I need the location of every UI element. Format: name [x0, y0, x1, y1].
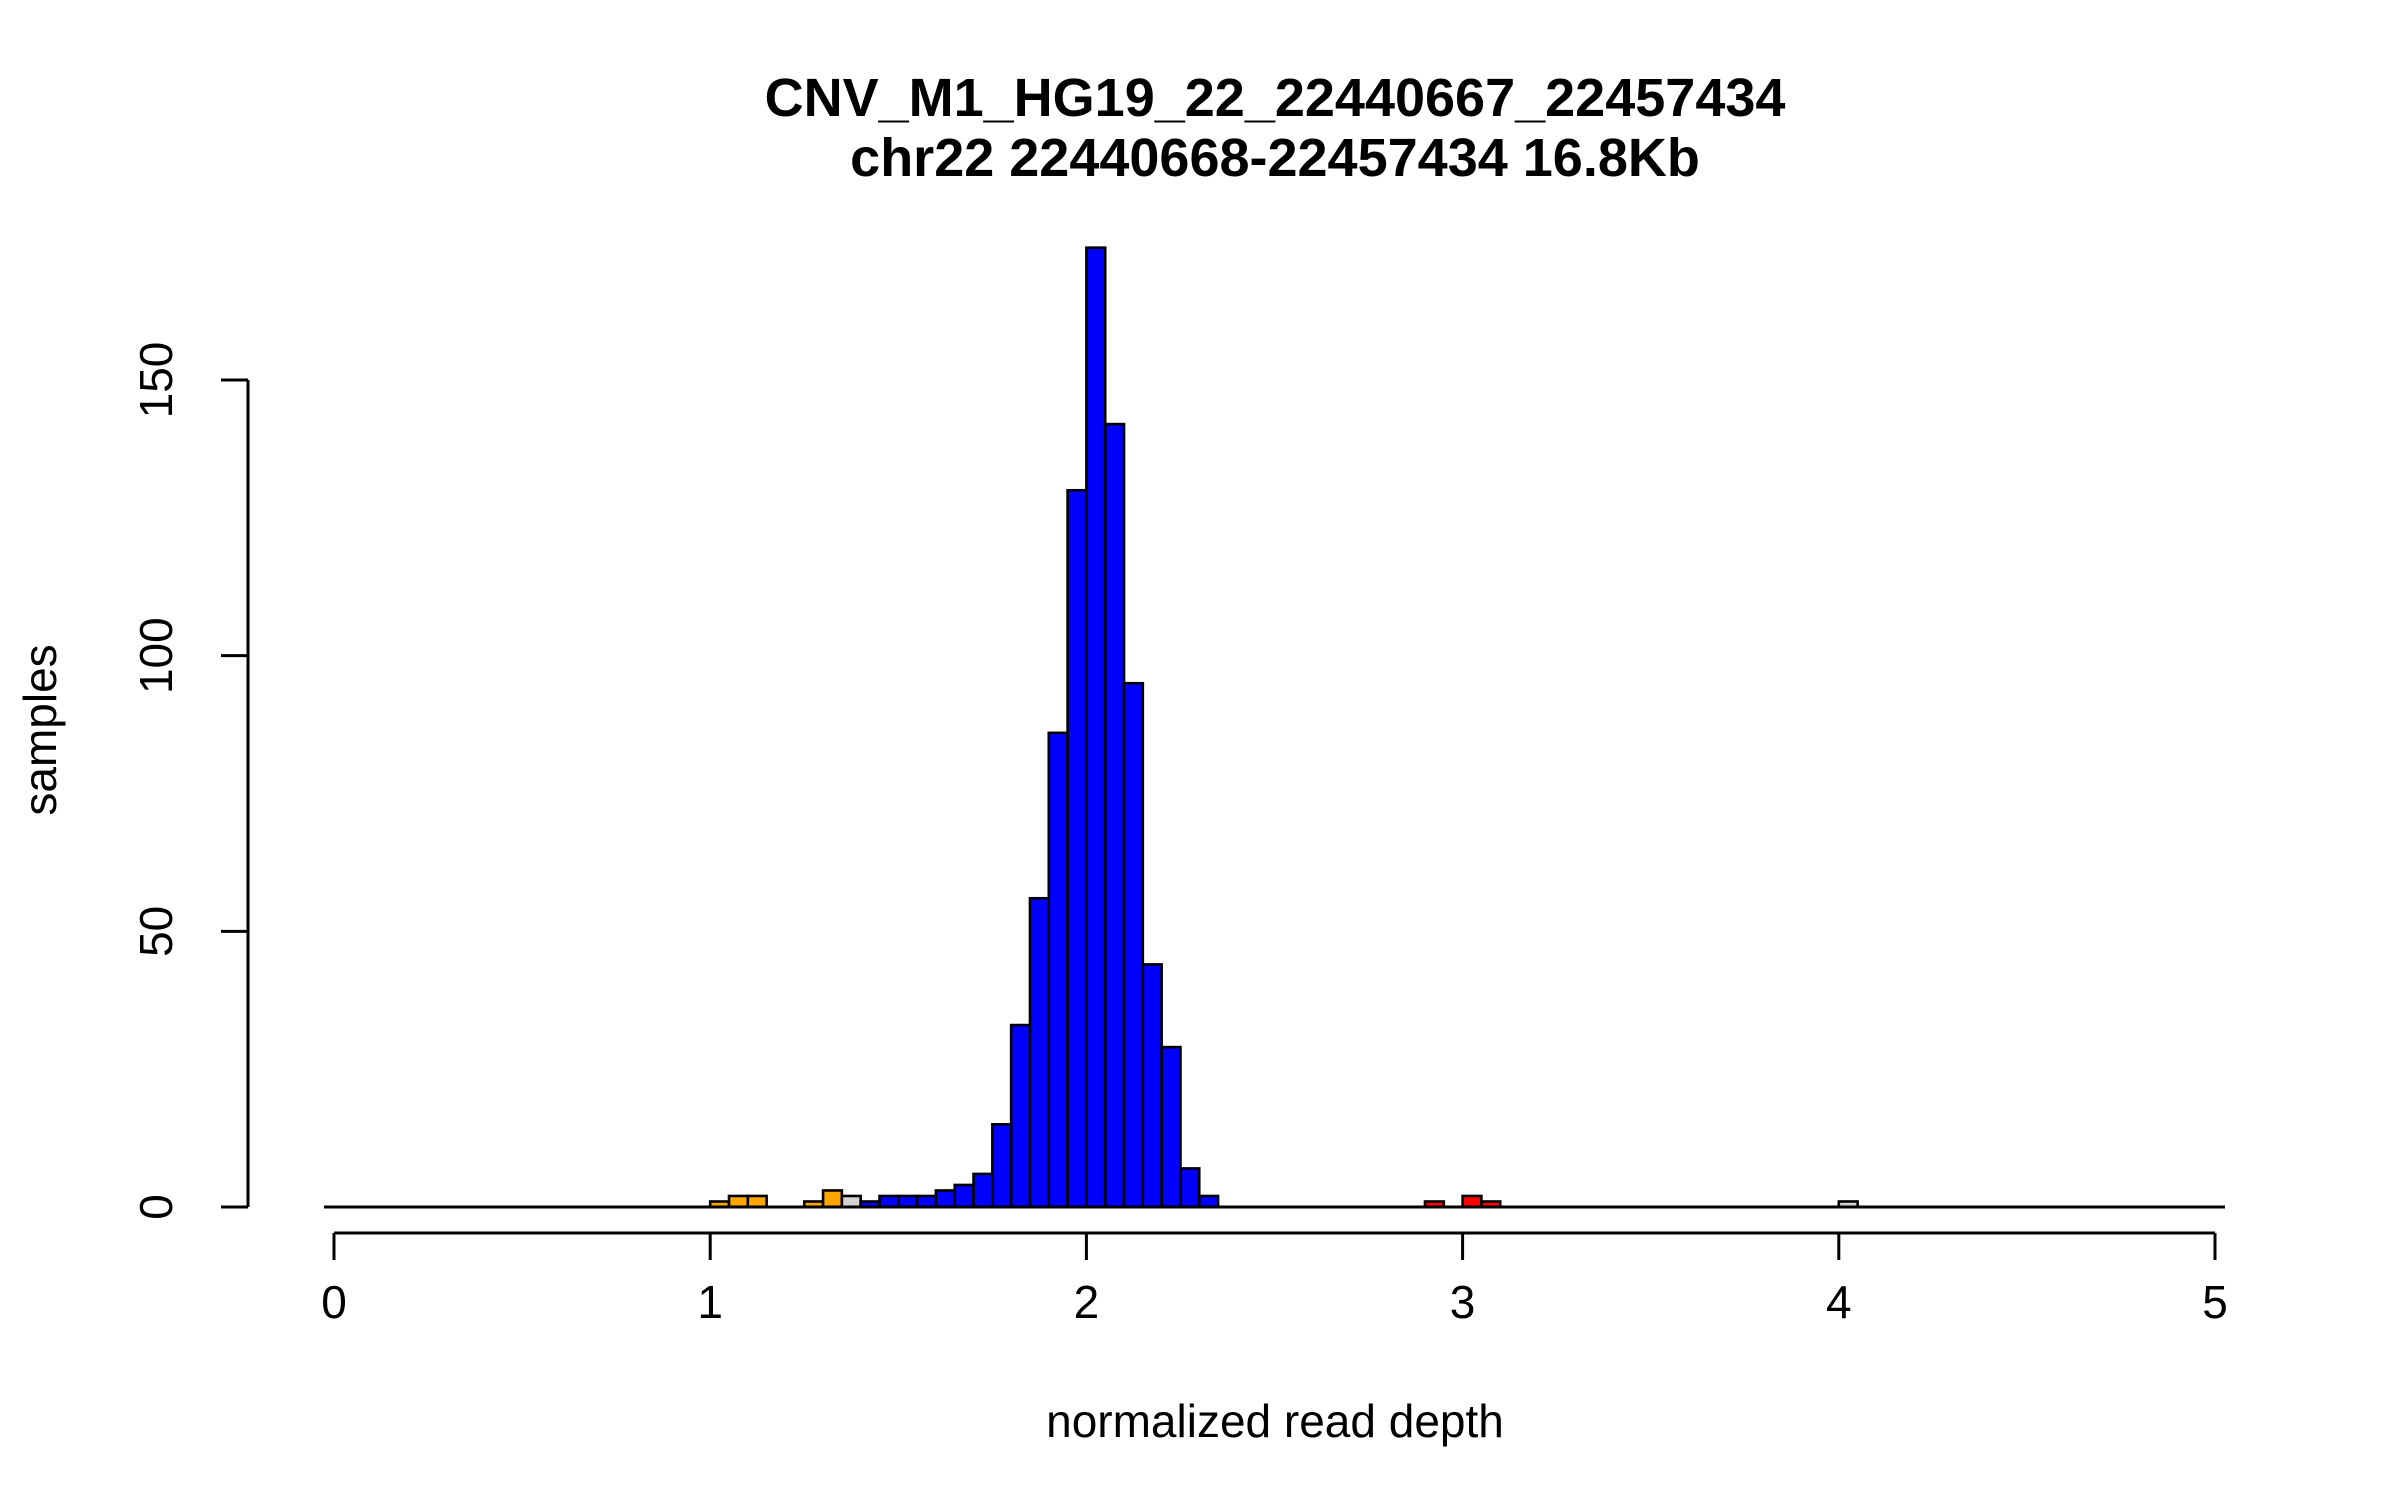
x-axis: 0 1 2 3 4 5 [321, 1231, 2228, 1328]
x-axis-label: normalized read depth [1046, 1395, 1504, 1447]
histogram-bar-14 [1009, 1023, 1032, 1209]
y-axis-label: samples [14, 644, 66, 815]
histogram-bar-1 [727, 1194, 750, 1209]
histogram-bar-13 [991, 1123, 1013, 1209]
histogram-bar-7 [878, 1194, 900, 1209]
histogram-bar-24 [1197, 1194, 1220, 1209]
histogram-bar-15 [1028, 896, 1051, 1209]
chart-subtitle: chr22 22440668-22457434 16.8Kb [850, 128, 1700, 188]
x-tick-label-2: 2 [1074, 1276, 1100, 1328]
histogram-bar-17 [1066, 488, 1088, 1209]
x-tick-label-1: 1 [697, 1276, 723, 1328]
histogram-bar-12 [972, 1172, 994, 1209]
histogram-bar-20 [1122, 681, 1145, 1209]
y-tick-label-3: 150 [130, 342, 182, 419]
histogram-bar-4 [821, 1189, 844, 1209]
y-tick-label-1: 50 [130, 906, 182, 957]
histogram-bar-21 [1141, 963, 1163, 1209]
histogram-bar-19 [1103, 422, 1126, 1209]
histogram-bar-16 [1047, 731, 1069, 1209]
y-tick-label-2: 100 [130, 617, 182, 694]
histogram-bar-9 [915, 1194, 938, 1209]
histogram-bar-11 [953, 1183, 975, 1209]
histogram-bar-26 [1461, 1194, 1483, 1209]
histogram-bar-5 [840, 1194, 862, 1209]
x-tick-label-4: 4 [1826, 1276, 1852, 1328]
chart-title: CNV_M1_HG19_22_22440667_22457434 [765, 68, 1786, 128]
x-tick-label-3: 3 [1450, 1276, 1476, 1328]
histogram-bar-2 [746, 1194, 768, 1209]
histogram-bar-8 [896, 1194, 919, 1209]
x-tick-label-5: 5 [2202, 1276, 2228, 1328]
histogram-bar-10 [934, 1189, 957, 1209]
histogram-bars [708, 246, 1859, 1209]
histogram-bar-23 [1179, 1167, 1201, 1209]
y-axis: 0 50 100 150 [130, 342, 250, 1220]
x-tick-label-0: 0 [321, 1276, 347, 1328]
histogram-bar-22 [1160, 1045, 1182, 1209]
histogram-bar-18 [1085, 246, 1107, 1209]
y-tick-label-0: 0 [130, 1194, 182, 1220]
